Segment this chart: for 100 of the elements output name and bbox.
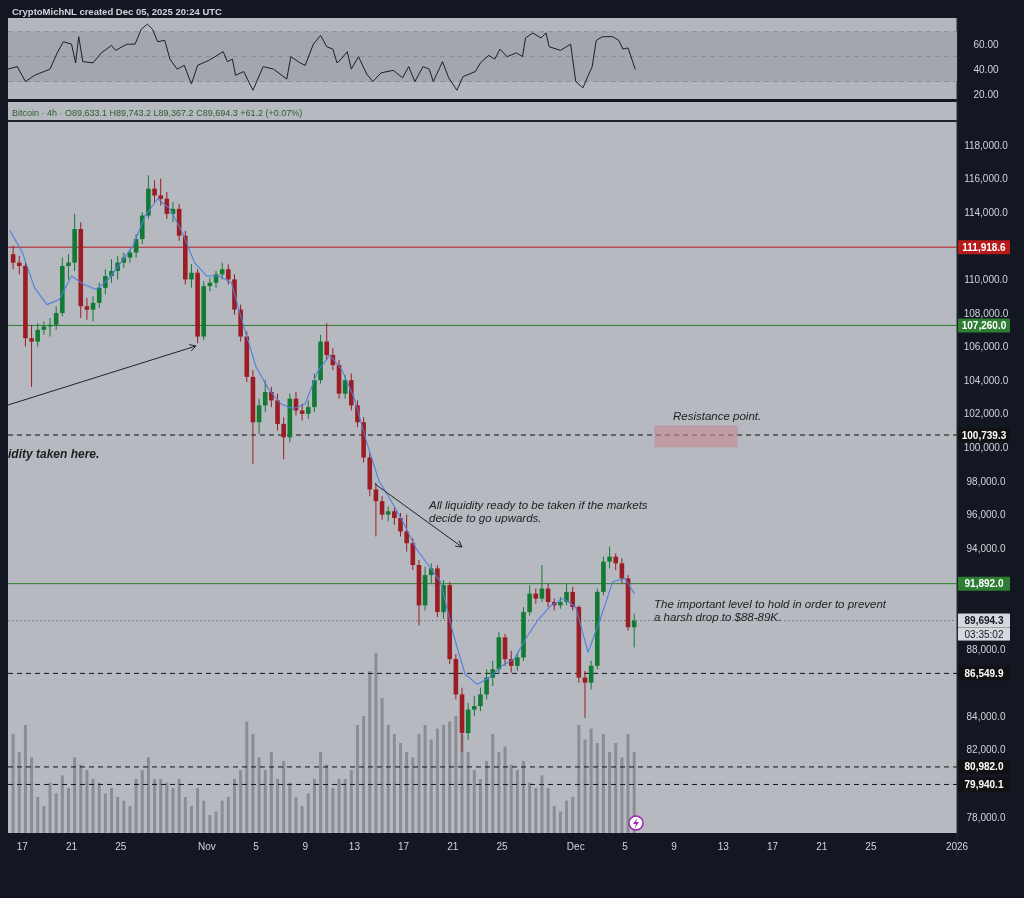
ref-line-label: 86,549.9 (964, 667, 1004, 679)
candlestick (29, 324, 34, 388)
bar (220, 800, 224, 833)
candlestick (84, 297, 90, 321)
candlestick (189, 263, 194, 289)
x-tick-label: 13 (717, 840, 730, 852)
bar (300, 806, 304, 833)
candlestick (305, 399, 311, 420)
ref-line-label: 79,940.1 (964, 778, 1004, 790)
bar (442, 725, 446, 833)
bar (423, 725, 427, 833)
bar (239, 770, 243, 833)
bar (85, 770, 89, 833)
x-tick-label: 2026 (945, 840, 969, 852)
bar (392, 734, 396, 833)
bar (515, 770, 519, 833)
bar (399, 743, 403, 833)
bar (282, 761, 286, 833)
bar (122, 800, 126, 833)
annotation: Resistance point. (673, 410, 762, 422)
bar (608, 752, 612, 833)
bar (214, 811, 218, 833)
bar (245, 721, 249, 833)
bar (589, 728, 593, 833)
candlestick (379, 495, 385, 521)
x-tick-label: 17 (398, 840, 410, 852)
bar (374, 653, 378, 833)
bar (263, 770, 267, 833)
candlestick (281, 416, 286, 460)
x-tick-label: 13 (348, 840, 361, 852)
candlestick (16, 255, 22, 275)
x-tick-label: 5 (622, 840, 629, 852)
ref-line-label: 80,982.0 (964, 761, 1004, 773)
x-tick-label: 21 (816, 840, 828, 852)
bar (386, 725, 390, 833)
bar (196, 788, 200, 833)
bar (337, 779, 341, 833)
bar (466, 752, 470, 833)
bar (355, 725, 359, 833)
bar (232, 779, 236, 833)
bar (546, 788, 550, 833)
bar (595, 743, 599, 833)
bar (380, 698, 384, 833)
bar (226, 797, 230, 833)
bar (325, 764, 329, 833)
candlestick (152, 179, 157, 203)
candlestick (478, 687, 483, 712)
candlestick (299, 403, 305, 422)
bar (294, 797, 298, 833)
bar (620, 757, 624, 833)
bar (577, 725, 581, 833)
x-tick-label: 21 (65, 840, 78, 852)
candlestick (35, 322, 41, 348)
candlestick (158, 178, 163, 206)
x-tick-label: 25 (496, 840, 508, 852)
x-tick-label: 25 (865, 840, 877, 852)
bar (343, 779, 347, 833)
bar (257, 757, 261, 833)
ref-line-label: 91,892.0 (964, 578, 1004, 590)
bar (208, 815, 212, 833)
bar (128, 806, 132, 833)
bar (552, 806, 556, 833)
bar (306, 793, 310, 833)
candlestick (41, 320, 47, 336)
bar (448, 721, 452, 833)
bar (583, 739, 587, 833)
y-tick-label: 60.00 (973, 38, 999, 50)
bar (134, 779, 138, 833)
y-tick-label: 88,000.0 (966, 643, 1006, 655)
bar (411, 757, 415, 833)
bar (103, 793, 107, 833)
bar (288, 782, 292, 833)
bar (177, 779, 181, 833)
bar (503, 746, 507, 833)
y-tick-label: 82,000.0 (966, 744, 1006, 756)
bar (601, 734, 605, 833)
bar (626, 734, 630, 833)
bar (497, 752, 501, 833)
bar (312, 779, 316, 833)
bar (319, 752, 323, 833)
candlestick (324, 322, 330, 361)
bar (435, 728, 439, 833)
bar (140, 770, 144, 833)
bar (91, 779, 95, 833)
bar (116, 797, 120, 833)
candlestick (404, 514, 409, 553)
ref-line-label: 100,739.3 (961, 429, 1007, 441)
bar (485, 761, 489, 833)
y-tick-label: 114,000.0 (964, 206, 1009, 218)
bar (521, 761, 525, 833)
bar (54, 793, 58, 833)
ref-line-label: 89,694.3 (964, 615, 1004, 627)
y-tick-label: 118,000.0 (964, 139, 1009, 151)
bar (571, 797, 575, 833)
ref-line-label: 111,918.6 (962, 241, 1007, 253)
y-tick-label: 104,000.0 (963, 374, 1009, 386)
candlestick (66, 253, 71, 280)
candlestick (527, 584, 532, 616)
candlestick (564, 583, 569, 606)
y-tick-label: 116,000.0 (964, 173, 1009, 185)
